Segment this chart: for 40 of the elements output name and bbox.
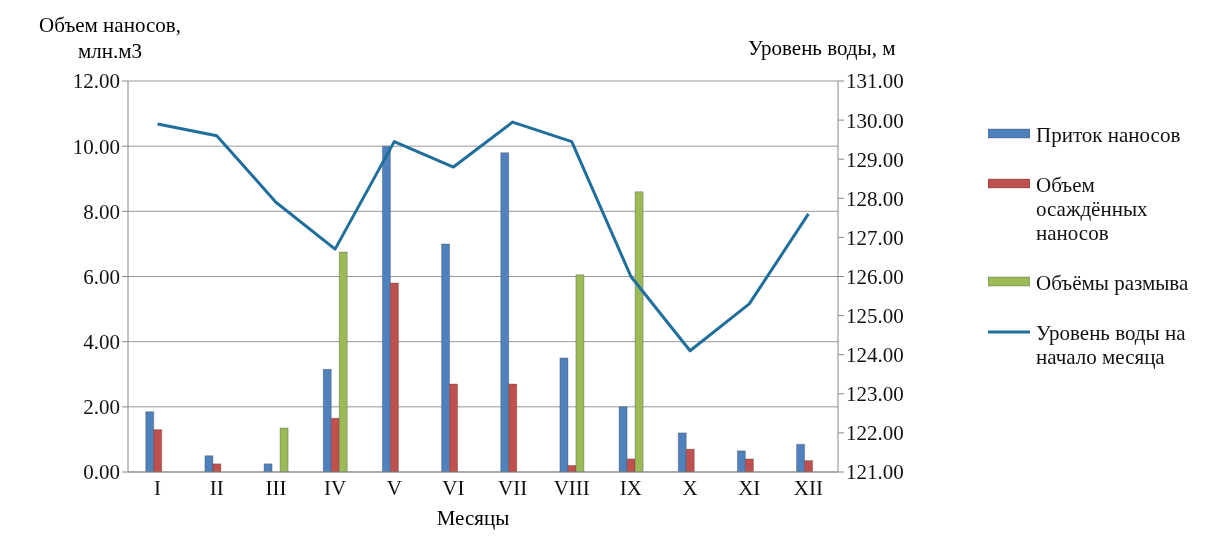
legend-label: Приток наносов — [1036, 123, 1182, 147]
y2-tick-label: 121.00 — [846, 460, 904, 485]
y2-tick-label: 122.00 — [846, 421, 904, 446]
x-tick-label: VIII — [553, 475, 590, 500]
bar — [263, 463, 273, 472]
legend-label: Объёмы размыва — [1036, 271, 1190, 295]
x-tick-label: V — [386, 475, 402, 500]
y-tick-label: 8.00 — [83, 199, 120, 224]
x-tick-label: XI — [738, 475, 761, 500]
line-series — [156, 120, 810, 353]
y2-tick-label: 128.00 — [846, 186, 904, 211]
y2-tick-label: 129.00 — [846, 147, 904, 172]
y-tick-label: 2.00 — [83, 395, 120, 420]
y-tick-label: 4.00 — [83, 330, 120, 355]
x-axis-title: Месяцы — [435, 506, 511, 531]
legend-label: Уровень воды на начало месяца — [1036, 321, 1187, 369]
x-tick-label: III — [265, 475, 287, 500]
y2-axis-title: Уровень воды, м — [748, 36, 896, 61]
x-tick-label: VI — [442, 475, 465, 500]
legend-label: Объем осаждённых наносов — [1036, 173, 1149, 245]
x-tick-label: I — [154, 475, 162, 500]
x-tick-label: X — [682, 475, 698, 500]
x-tick-label: VII — [498, 475, 528, 500]
y2-tick-label: 131.00 — [846, 69, 904, 94]
y-axis-title: Объем наносов, млн.м3 — [38, 12, 182, 64]
y2-tick-label: 130.00 — [846, 108, 904, 133]
x-tick-label: XII — [793, 475, 823, 500]
y2-tick-label: 126.00 — [846, 264, 904, 289]
x-tick-label: IV — [324, 475, 347, 500]
bar — [279, 427, 289, 472]
y2-tick-label: 124.00 — [846, 343, 904, 368]
y-tick-label: 6.00 — [83, 264, 120, 289]
x-tick-label: IX — [619, 475, 642, 500]
y2-tick-label: 123.00 — [846, 382, 904, 407]
y-tick-label: 10.00 — [72, 134, 120, 159]
y-tick-label: 0.00 — [83, 460, 120, 485]
y-tick-label: 12.00 — [72, 69, 120, 94]
y2-tick-label: 125.00 — [846, 304, 904, 329]
y2-tick-label: 127.00 — [846, 225, 904, 250]
x-tick-label: II — [209, 475, 224, 500]
